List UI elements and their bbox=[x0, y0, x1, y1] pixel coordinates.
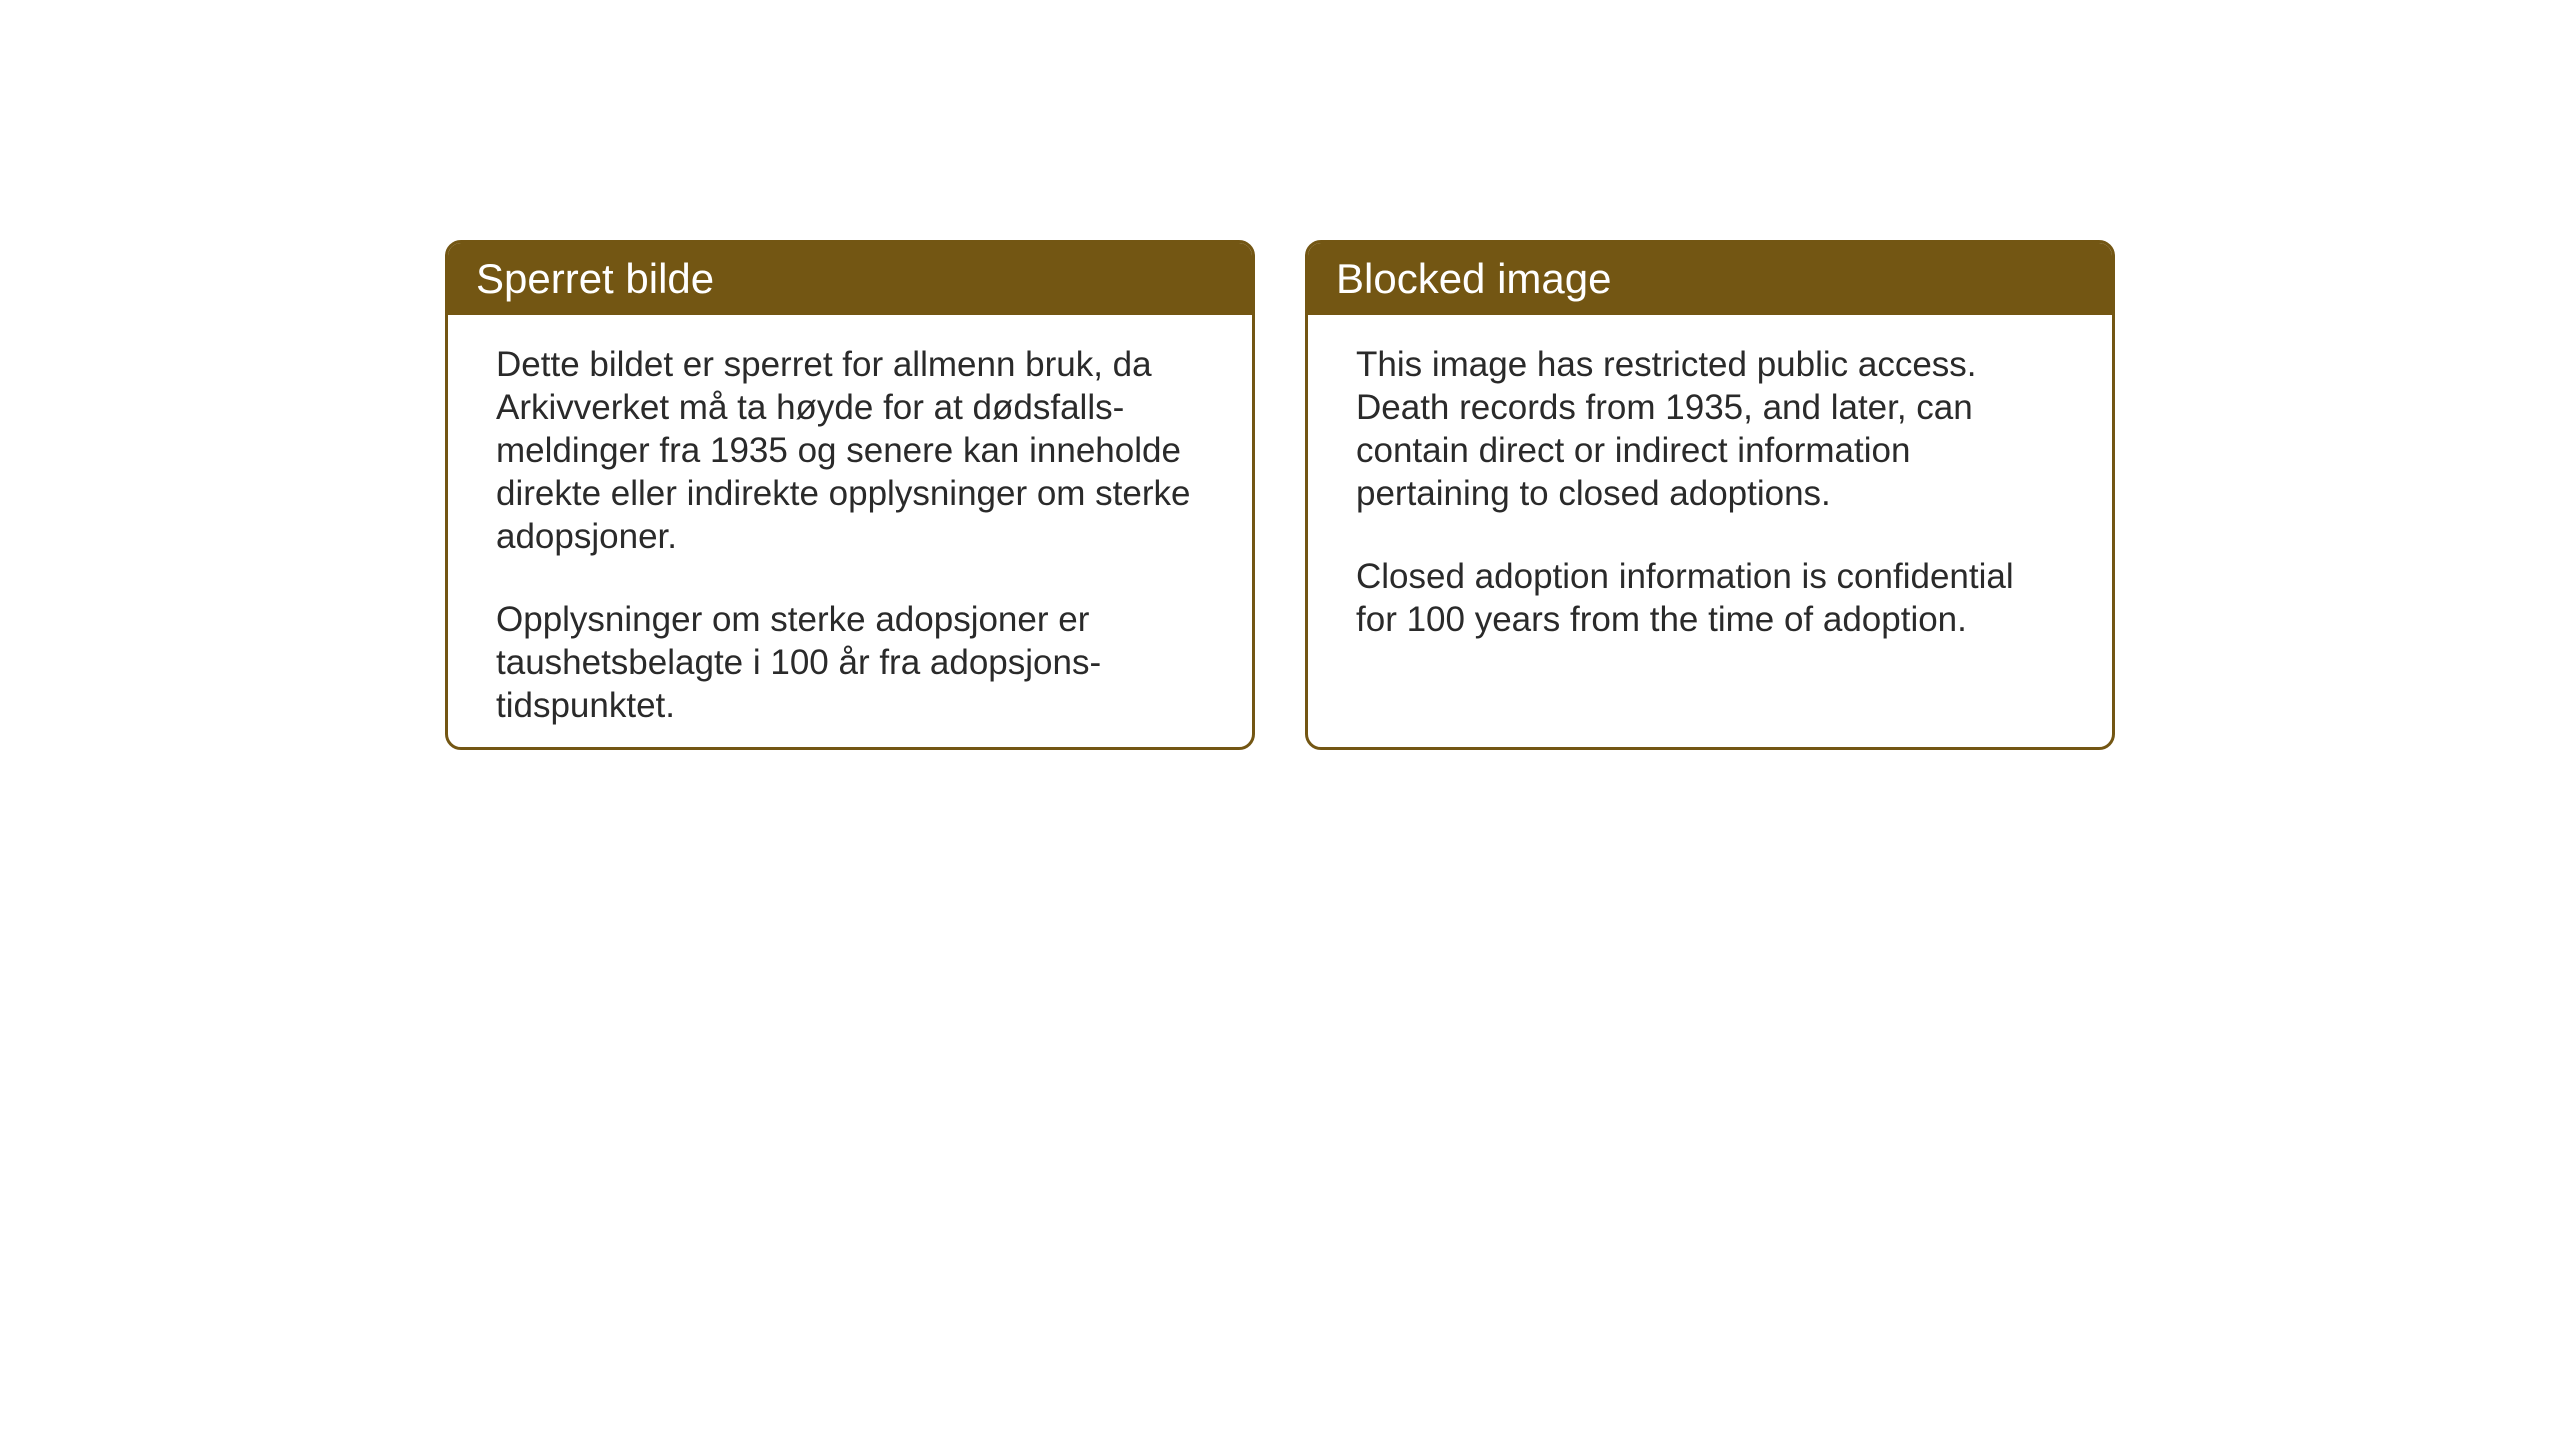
card-english-body: This image has restricted public access.… bbox=[1308, 315, 2112, 681]
card-norwegian-header: Sperret bilde bbox=[448, 243, 1252, 315]
card-norwegian-paragraph-1: Dette bildet er sperret for allmenn bruk… bbox=[496, 343, 1204, 558]
card-english-paragraph-1: This image has restricted public access.… bbox=[1356, 343, 2064, 515]
card-english-paragraph-2: Closed adoption information is confident… bbox=[1356, 555, 2064, 641]
card-english-header: Blocked image bbox=[1308, 243, 2112, 315]
card-norwegian-paragraph-2: Opplysninger om sterke adopsjoner er tau… bbox=[496, 598, 1204, 727]
card-norwegian: Sperret bilde Dette bildet er sperret fo… bbox=[445, 240, 1255, 750]
cards-container: Sperret bilde Dette bildet er sperret fo… bbox=[445, 240, 2115, 750]
card-english: Blocked image This image has restricted … bbox=[1305, 240, 2115, 750]
card-norwegian-title: Sperret bilde bbox=[476, 255, 714, 302]
card-norwegian-body: Dette bildet er sperret for allmenn bruk… bbox=[448, 315, 1252, 750]
card-english-title: Blocked image bbox=[1336, 255, 1611, 302]
